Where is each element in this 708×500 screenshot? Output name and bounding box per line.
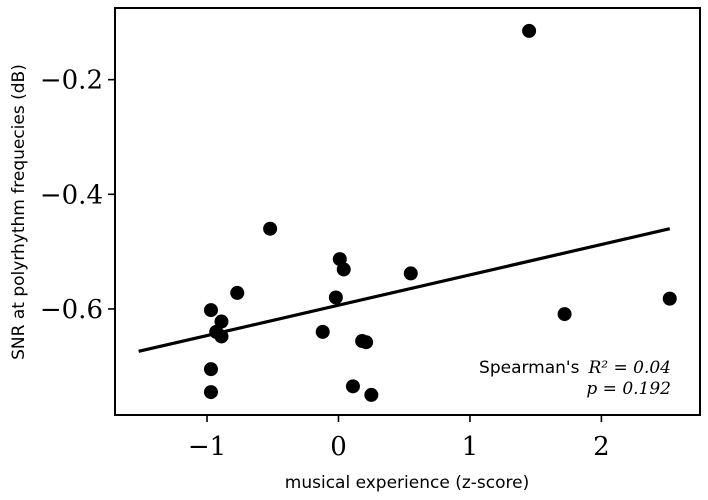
data-points xyxy=(203,23,677,402)
y-tick-label: −0.6 xyxy=(40,295,103,325)
y-axis-label: SNR at polyrhythm frequecies (dB) xyxy=(9,64,29,360)
annotation-p-value: p = 0.192 xyxy=(586,379,671,399)
annotation-line-1: Spearman's R² = 0.04 xyxy=(479,358,671,378)
x-tick-label: −1 xyxy=(188,432,226,462)
x-axis-label: musical experience (z-score) xyxy=(285,473,529,493)
data-point xyxy=(203,303,218,318)
plot-area-frame xyxy=(114,7,701,416)
spearman-annotation: Spearman's R² = 0.04 p = 0.192 xyxy=(479,358,671,399)
x-tick-label: 0 xyxy=(330,432,347,462)
data-point xyxy=(203,385,218,400)
x-axis-ticks: −1 0 1 2 xyxy=(188,415,610,462)
y-tick-label: −0.4 xyxy=(40,180,103,210)
y-axis-ticks: −0.2 −0.4 −0.6 xyxy=(40,66,115,325)
regression-fit-line xyxy=(138,227,671,353)
annotation-label: Spearman's xyxy=(479,358,580,378)
data-point xyxy=(230,285,245,300)
data-point xyxy=(359,335,374,350)
x-tick-label: 1 xyxy=(462,432,479,462)
data-point xyxy=(522,23,537,38)
data-point xyxy=(345,379,360,394)
x-tick-label: 2 xyxy=(593,432,610,462)
data-point xyxy=(557,307,572,322)
data-point xyxy=(263,221,278,236)
annotation-r-squared: R² = 0.04 xyxy=(587,358,671,378)
data-point xyxy=(662,291,677,306)
data-point xyxy=(203,362,218,377)
data-point xyxy=(315,324,330,339)
data-point xyxy=(328,290,343,305)
data-point xyxy=(336,262,351,277)
data-point xyxy=(403,266,418,281)
data-point xyxy=(364,387,379,402)
data-point xyxy=(214,314,229,329)
y-tick-label: −0.2 xyxy=(40,66,103,96)
data-point xyxy=(214,329,229,344)
